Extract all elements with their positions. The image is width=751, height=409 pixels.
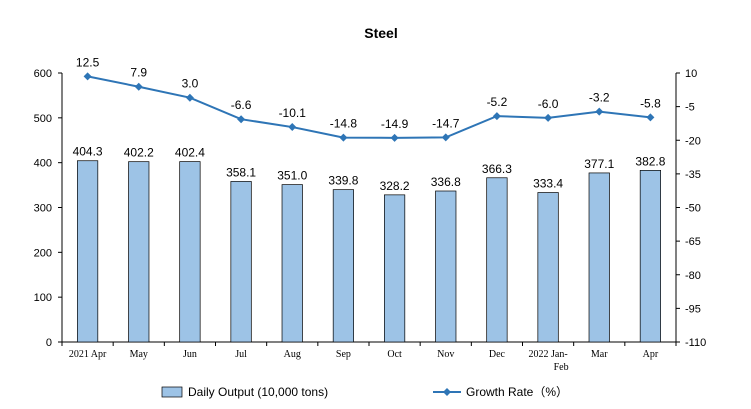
left-axis-tick-label: 400 <box>34 158 52 170</box>
line-value-label: -6.6 <box>231 98 252 112</box>
bar-value-label: 402.2 <box>124 146 154 160</box>
right-axis-tick-label: -110 <box>685 337 706 349</box>
line-value-label: -10.1 <box>279 106 307 120</box>
legend-bar-swatch <box>161 386 183 398</box>
growth-rate-marker <box>390 133 399 142</box>
left-axis-tick-label: 500 <box>34 113 52 125</box>
growth-rate-marker <box>134 82 143 91</box>
right-axis-tick-label: -20 <box>685 135 701 147</box>
x-axis-tick-label: Mar <box>591 349 608 360</box>
left-axis-tick-label: 100 <box>34 292 52 304</box>
line-series <box>83 72 655 142</box>
bar-value-label: 402.4 <box>175 146 205 160</box>
line-value-label: 3.0 <box>182 77 199 91</box>
x-axis-tick-label: Sep <box>336 349 351 360</box>
right-axis-tick-label: -65 <box>685 236 701 248</box>
bar <box>384 194 406 343</box>
x-axis-tick-label: Oct <box>387 349 402 360</box>
right-axis-tick-label: -35 <box>685 169 701 181</box>
x-axis-tick-label: May <box>130 349 148 360</box>
x-axis-tick-label: Dec <box>489 349 506 360</box>
x-axis-tick-label: Jul <box>235 349 247 360</box>
growth-rate-marker <box>492 112 501 121</box>
growth-rate-marker <box>646 113 655 122</box>
bar <box>435 190 457 343</box>
growth-rate-marker <box>288 123 297 132</box>
legend-line-label: Growth Rate（%） <box>466 385 568 399</box>
x-axis-tick-label: Nov <box>437 349 454 360</box>
right-axis-tick-label: -50 <box>685 203 701 215</box>
growth-rate-marker <box>237 115 246 124</box>
left-axis-tick-label: 0 <box>46 337 52 349</box>
bar-series <box>76 160 662 343</box>
line-value-label: -3.2 <box>589 91 610 105</box>
legend-bar-label: Daily Output (10,000 tons) <box>188 385 328 399</box>
data-labels: 404.3 402.2 402.4 358.1 351.0 339.8 328.2 336.8… <box>73 55 666 192</box>
x-axis-tick-label: Aug <box>284 349 301 360</box>
bar-value-label: 382.8 <box>635 154 665 168</box>
bar <box>639 170 662 343</box>
x-axis-tick-label: 2022 Jan- <box>528 349 567 360</box>
line-value-label: -14.8 <box>330 117 358 131</box>
line-value-label: 7.9 <box>130 66 147 80</box>
bar <box>128 161 150 343</box>
bar <box>179 161 201 343</box>
bar-value-label: 358.1 <box>226 165 256 179</box>
right-axis-tick-label: -80 <box>685 270 701 282</box>
bar-value-label: 328.2 <box>380 179 410 193</box>
bar <box>281 184 303 343</box>
bar-value-label: 366.3 <box>482 162 512 176</box>
bar <box>76 160 99 343</box>
x-axis-tick-label: Jun <box>183 349 197 360</box>
growth-rate-marker <box>544 113 553 122</box>
bar <box>537 192 559 343</box>
left-axis-tick-label: 300 <box>34 203 52 215</box>
line-value-label: -14.7 <box>432 116 460 130</box>
left-axis-tick-label: 200 <box>34 247 52 259</box>
right-axis-tick-label: 10 <box>685 68 697 80</box>
growth-rate-line <box>87 75 651 139</box>
bar-value-label: 339.8 <box>328 174 358 188</box>
x-axis-tick-label: Apr <box>643 349 659 360</box>
legend-line-marker <box>443 388 451 396</box>
chart-legend: Daily Output (10,000 tons) Growth Rate（%… <box>161 385 568 399</box>
right-axis-tick-label: -95 <box>685 303 701 315</box>
chart-title: Steel <box>364 25 397 41</box>
x-axis-tick-label-line2: Feb <box>554 362 569 373</box>
bar-value-label: 333.4 <box>533 177 563 191</box>
line-value-label: -6.0 <box>538 97 559 111</box>
bar <box>332 189 354 343</box>
bar-value-label: 336.8 <box>431 175 461 189</box>
chart-axes: 0 100 200 300 400 500 600 10 -5 -20 -35 -50 -65 -80 -9… <box>34 68 707 373</box>
right-axis-tick-label: -5 <box>685 102 695 114</box>
growth-rate-marker <box>339 133 348 142</box>
line-value-label: -5.8 <box>640 96 661 110</box>
line-value-label: 12.5 <box>76 55 100 69</box>
bar <box>230 181 252 343</box>
bar <box>486 177 508 343</box>
bar <box>588 172 610 343</box>
growth-rate-marker <box>185 93 194 102</box>
growth-rate-marker <box>595 107 604 116</box>
left-axis-tick-label: 600 <box>34 68 52 80</box>
bar-value-label: 404.3 <box>73 145 103 159</box>
line-value-label: -5.2 <box>487 95 508 109</box>
bar-value-label: 351.0 <box>277 169 307 183</box>
growth-rate-marker <box>441 133 450 142</box>
line-value-label: -14.9 <box>381 117 409 131</box>
bar-value-label: 377.1 <box>584 157 614 171</box>
x-axis-tick-label: 2021 Apr <box>69 349 107 360</box>
growth-rate-marker <box>83 72 92 81</box>
